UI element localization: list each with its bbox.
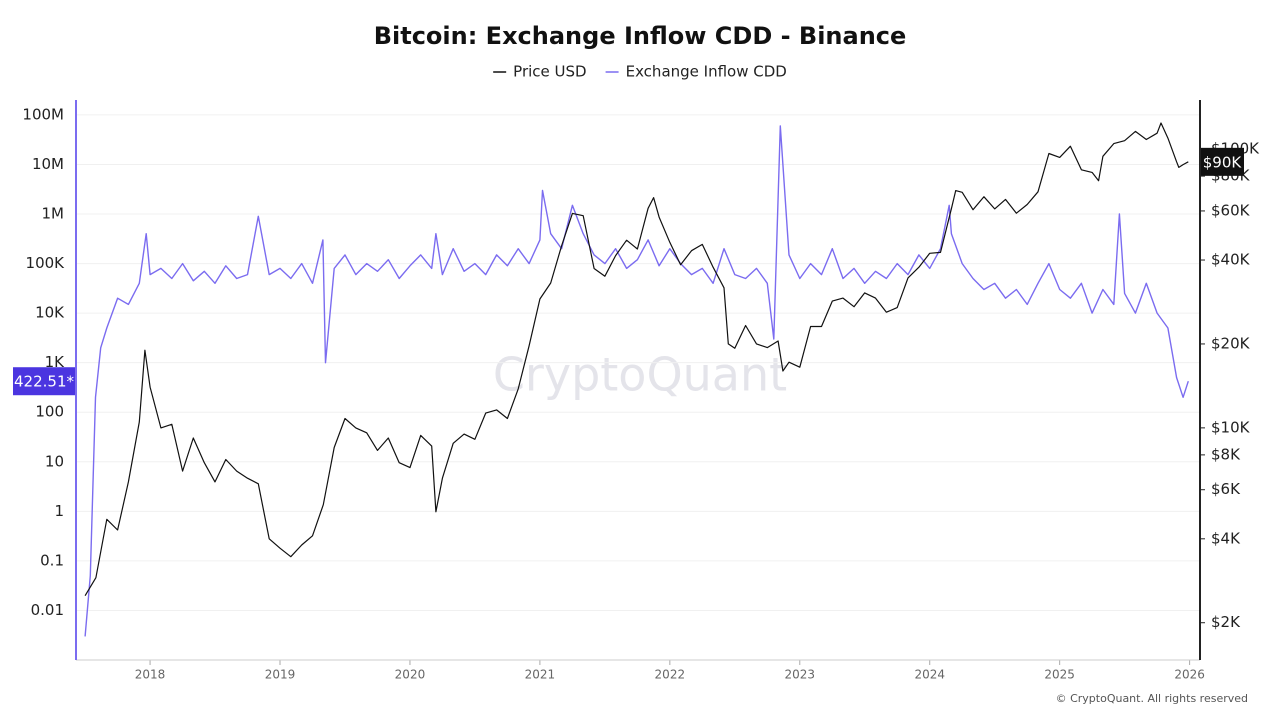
y2-tick-label: $60K — [1211, 201, 1251, 219]
y-tick-label: 1 — [54, 502, 64, 520]
y-tick-label: 10M — [32, 155, 64, 173]
series-line — [84, 122, 1189, 597]
x-tick-label: 2025 — [1044, 668, 1075, 682]
x-tick-label: 2019 — [265, 668, 296, 682]
y-tick-label: 100K — [26, 254, 66, 272]
y2-tick-label: $20K — [1211, 334, 1251, 352]
x-tick-label: 2022 — [655, 668, 686, 682]
y2-tick-label: $8K — [1211, 445, 1241, 463]
cdd-badge — [13, 367, 75, 396]
watermark: CryptoQuant — [493, 348, 787, 402]
y-tick-label: 100 — [35, 403, 64, 421]
legend: Price USD Exchange Inflow CDD — [493, 63, 787, 81]
y-tick-label: 0.01 — [31, 601, 64, 619]
y-tick-label: 10K — [35, 304, 65, 322]
y-tick-label: 0.1 — [40, 551, 64, 569]
x-tick-label: 2023 — [785, 668, 816, 682]
footer: © CryptoQuant. All rights reserved — [1056, 692, 1248, 705]
cdd-badge-label: 422.51* — [14, 373, 74, 391]
y2-tick-label: $2K — [1211, 613, 1241, 631]
y-tick-label: 10 — [45, 452, 64, 470]
price-badge — [1201, 147, 1244, 176]
y2-tick-label: $40K — [1211, 251, 1251, 269]
y-tick-label: 100M — [22, 105, 64, 123]
price-badge-label: $90K — [1203, 153, 1243, 171]
y-tick-label: 1K — [45, 353, 66, 371]
x-tick-label: 2018 — [135, 668, 166, 682]
series-line — [84, 125, 1189, 637]
y2-tick-label: $6K — [1211, 480, 1241, 498]
legend-label: Price USD — [513, 63, 586, 81]
x-tick-label: 2020 — [395, 668, 426, 682]
y2-tick-label: $10K — [1211, 418, 1251, 436]
y-tick-label: 1M — [42, 205, 65, 223]
y2-tick-label: $4K — [1211, 529, 1241, 547]
x-tick-label: 2024 — [914, 668, 945, 682]
legend-label: Exchange Inflow CDD — [626, 63, 787, 81]
x-tick-label: 2021 — [525, 668, 556, 682]
x-tick-label: 2026 — [1174, 668, 1205, 682]
chart-title: Bitcoin: Exchange Inflow CDD - Binance — [374, 22, 907, 50]
